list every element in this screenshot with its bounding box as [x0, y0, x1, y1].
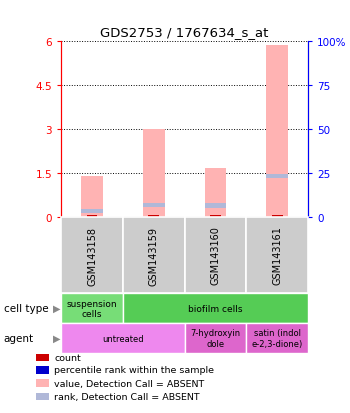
Text: GSM143158: GSM143158	[87, 226, 97, 285]
Text: agent: agent	[4, 333, 34, 343]
Text: ▶: ▶	[52, 333, 60, 343]
Bar	[205, 204, 226, 208]
Bar	[123, 217, 185, 294]
Bar	[246, 323, 308, 353]
Text: 7-hydroxyin
dole: 7-hydroxyin dole	[190, 329, 240, 348]
Bar	[36, 354, 49, 361]
Bar	[143, 203, 164, 208]
Text: suspension
cells: suspension cells	[67, 299, 117, 318]
Bar	[143, 129, 164, 217]
Text: ▶: ▶	[52, 304, 60, 313]
Bar	[36, 379, 49, 387]
Bar	[205, 169, 226, 217]
Text: untreated: untreated	[102, 334, 144, 343]
Bar	[61, 217, 123, 294]
Text: cell type: cell type	[4, 304, 48, 313]
Bar	[87, 215, 98, 217]
Bar	[36, 393, 49, 401]
Text: satin (indol
e-2,3-dione): satin (indol e-2,3-dione)	[252, 329, 303, 348]
Bar	[61, 294, 123, 323]
Text: rank, Detection Call = ABSENT: rank, Detection Call = ABSENT	[54, 392, 200, 401]
Text: GSM143159: GSM143159	[149, 226, 159, 285]
Bar	[246, 217, 308, 294]
Title: GDS2753 / 1767634_s_at: GDS2753 / 1767634_s_at	[100, 26, 269, 39]
Text: count: count	[54, 353, 81, 362]
Bar	[266, 175, 288, 179]
Bar	[210, 215, 221, 217]
Bar	[123, 294, 308, 323]
Bar	[185, 217, 246, 294]
Bar	[266, 46, 288, 217]
Text: percentile rank within the sample: percentile rank within the sample	[54, 366, 215, 374]
Text: value, Detection Call = ABSENT: value, Detection Call = ABSENT	[54, 379, 205, 388]
Text: GSM143161: GSM143161	[272, 226, 282, 285]
Bar	[61, 323, 185, 353]
Bar	[148, 215, 159, 217]
Bar	[185, 323, 246, 353]
Bar	[36, 366, 49, 374]
Text: GSM143160: GSM143160	[210, 226, 220, 285]
Bar	[81, 209, 103, 214]
Bar	[272, 215, 282, 217]
Text: biofilm cells: biofilm cells	[188, 304, 243, 313]
Bar	[81, 176, 103, 217]
